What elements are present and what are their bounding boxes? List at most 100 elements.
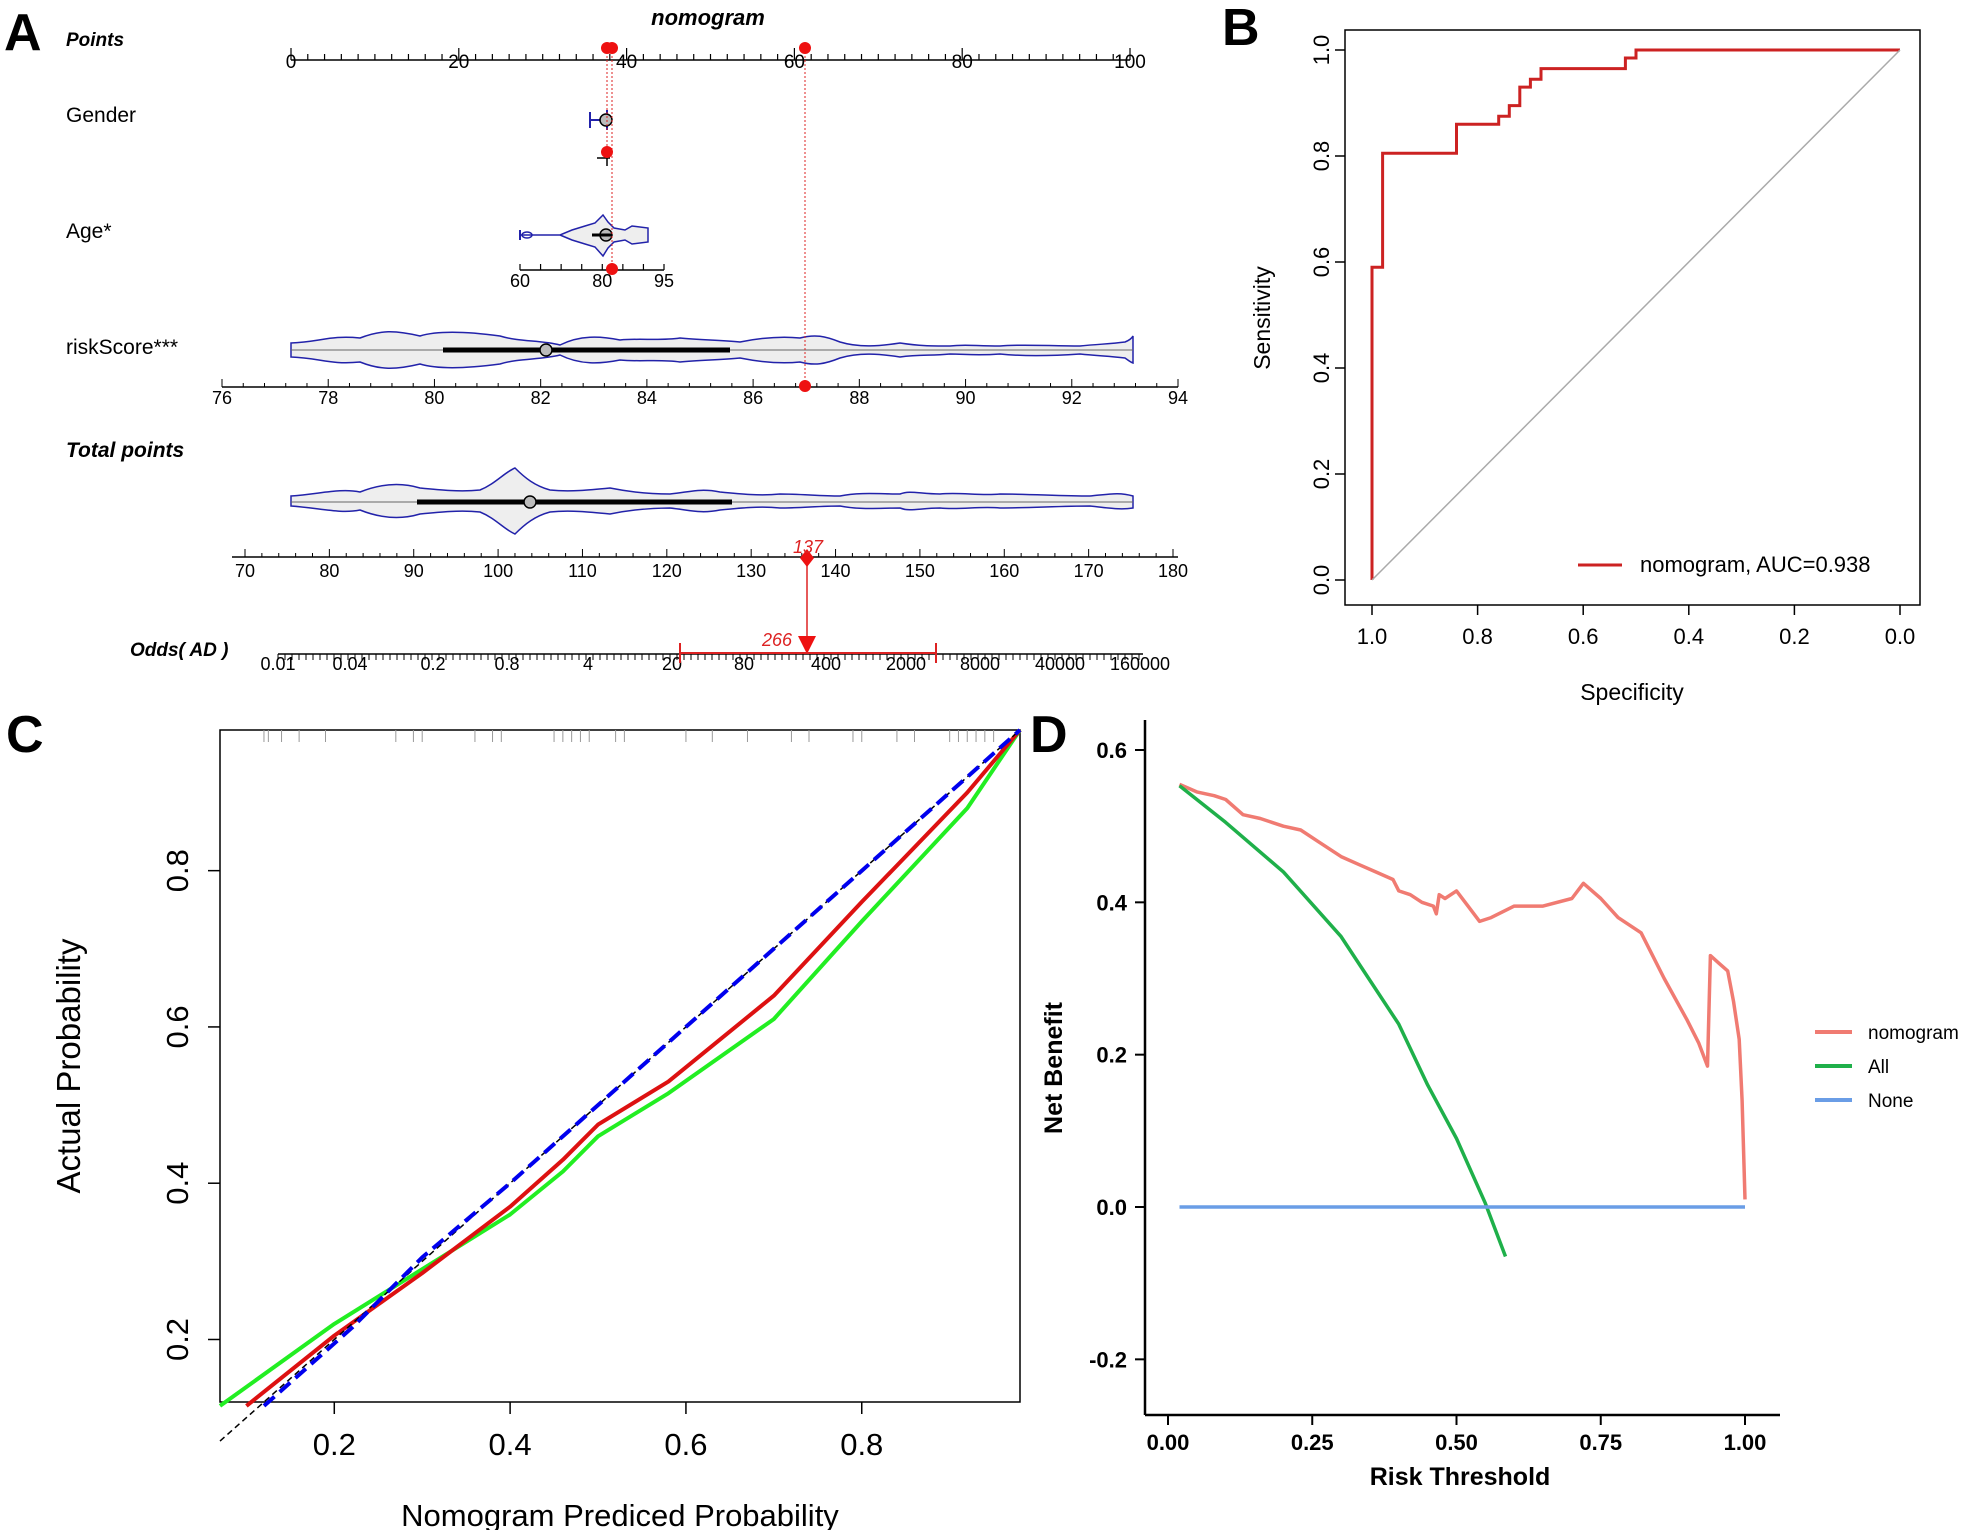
patient-marker-overlay: 137 266 — [601, 42, 937, 663]
dca-y-tick-label: -0.2 — [1089, 1347, 1127, 1372]
riskscore-tick-label: 92 — [1062, 388, 1082, 408]
total-points-marker-label: 137 — [793, 537, 824, 557]
odds-tick-label: 8000 — [960, 654, 1000, 674]
points-tick-label: 80 — [952, 52, 973, 73]
dca-x-tick-label: 1.00 — [1724, 1430, 1767, 1455]
calibration-panel: 0.2 0.4 0.6 0.8 0.2 0.4 0.6 0.8 Nomogram Predic… — [50, 728, 1022, 1530]
dca-axis-ticks: 0.00 0.25 0.50 0.75 1.00 -0.2 0.0 0.2 0.4 0.6 — [1089, 738, 1766, 1455]
dca-y-tick-label: 0.0 — [1096, 1195, 1127, 1220]
total-points-axis-tick-labels: 70 80 90 100 110 120 130 140 150 160 170 180 — [235, 561, 1188, 581]
gender-value-marker — [601, 146, 613, 158]
roc-plot-frame — [1344, 29, 1921, 606]
points-axis-ticks — [290, 48, 1131, 60]
dca-series — [1178, 782, 1747, 1258]
dca-y-axis-title: Net Benefit — [1040, 1001, 1068, 1134]
panel-label-d: D — [1030, 706, 1068, 764]
odds-tick-label: 20 — [662, 654, 682, 674]
gender-distribution — [589, 110, 613, 130]
riskscore-axis-ticks — [221, 379, 1179, 387]
roc-y-tick-label: 0.8 — [1309, 141, 1334, 172]
odds-tick-label: 0.04 — [332, 654, 367, 674]
age-value-marker — [606, 263, 618, 275]
roc-x-tick-label: 0.4 — [1674, 624, 1705, 649]
riskscore-tick-label: 78 — [318, 388, 338, 408]
calibration-x-tick-label: 0.2 — [313, 1427, 356, 1462]
roc-line-nomogram — [1370, 48, 1900, 580]
riskscore-tick-label: 90 — [956, 388, 976, 408]
points-tick-label: 60 — [784, 52, 805, 73]
dca-y-tick-label: 0.2 — [1096, 1043, 1127, 1068]
calibration-plot-frame — [219, 729, 1021, 1403]
riskscore-tick-label: 86 — [743, 388, 763, 408]
odds-tick-label: 2000 — [886, 654, 926, 674]
dca-y-tick-label: 0.4 — [1096, 890, 1127, 915]
age-distribution — [519, 213, 649, 258]
calibration-x-tick-label: 0.4 — [489, 1427, 532, 1462]
roc-line-reference — [1371, 49, 1901, 581]
total-points-distribution — [290, 467, 1134, 535]
odds-tick-label: 40000 — [1035, 654, 1085, 674]
age-tick-label: 80 — [592, 271, 612, 291]
odds-tick-label: 160000 — [1110, 654, 1170, 674]
roc-x-axis-title: Specificity — [1580, 679, 1684, 705]
total-points-tick-label: 70 — [235, 561, 255, 581]
riskscore-tick-label: 94 — [1168, 388, 1188, 408]
roc-axis-ticks: 1.0 0.8 0.6 0.4 0.2 0.0 0.0 0.2 0.4 0.6 0.8 1.0 — [1309, 35, 1915, 649]
calibration-line-bias-corrected — [245, 728, 1022, 1408]
odds-tick-label: 0.01 — [260, 654, 295, 674]
points-tick-label: 0 — [286, 52, 297, 73]
riskscore-label: riskScore*** — [66, 336, 178, 359]
roc-y-tick-label: 1.0 — [1309, 35, 1334, 66]
total-points-tick-label: 100 — [483, 561, 513, 581]
calibration-y-tick-label: 0.8 — [160, 849, 195, 892]
riskscore-tick-label: 88 — [849, 388, 869, 408]
total-points-tick-label: 80 — [319, 561, 339, 581]
roc-x-tick-label: 0.6 — [1568, 624, 1599, 649]
nomogram-title: nomogram — [651, 5, 765, 30]
riskscore-value-marker — [799, 380, 811, 392]
riskscore-axis-tick-labels: 76 78 80 82 84 86 88 90 92 94 — [212, 388, 1188, 408]
roc-x-tick-label: 0.8 — [1462, 624, 1493, 649]
calibration-line-smoothed — [218, 728, 1022, 1408]
points-tick-label: 20 — [448, 52, 469, 73]
roc-x-tick-label: 0.2 — [1779, 624, 1810, 649]
age-axis-ticks — [519, 264, 665, 270]
total-points-tick-label: 140 — [821, 561, 851, 581]
odds-tick-label: 0.8 — [494, 654, 519, 674]
calibration-x-tick-label: 0.6 — [664, 1427, 707, 1462]
roc-y-tick-label: 0.2 — [1309, 459, 1334, 490]
dca-line-all — [1178, 784, 1508, 1258]
calibration-line-ideal — [219, 729, 1021, 1442]
dca-legend-label: None — [1868, 1091, 1913, 1112]
roc-y-tick-label: 0.4 — [1309, 353, 1334, 384]
odds-axis-ticks — [277, 654, 1140, 660]
total-points-marker — [800, 549, 814, 567]
odds-tick-label: 4 — [583, 654, 593, 674]
age-axis-tick-labels: 60 80 95 — [510, 271, 674, 291]
panel-label-b: B — [1222, 0, 1260, 57]
calibration-y-tick-label: 0.4 — [160, 1162, 195, 1205]
dca-line-nomogram — [1178, 782, 1747, 1200]
dca-legend-label: All — [1868, 1057, 1889, 1078]
panel-label-a: A — [4, 4, 42, 62]
points-tick-label: 40 — [616, 52, 637, 73]
roc-legend-label: nomogram, AUC=0.938 — [1640, 552, 1871, 577]
odds-label: Odds( AD ) — [130, 640, 229, 661]
total-points-tick-label: 90 — [404, 561, 424, 581]
points-axis-tick-labels: 0 20 40 60 80 100 — [286, 52, 1146, 73]
total-points-tick-label: 130 — [736, 561, 766, 581]
dca-x-tick-label: 0.25 — [1291, 1430, 1334, 1455]
age-tick-label: 60 — [510, 271, 530, 291]
calibration-y-tick-label: 0.2 — [160, 1318, 195, 1361]
odds-tick-label: 400 — [811, 654, 841, 674]
calibration-line-apparent — [262, 728, 1022, 1408]
calibration-axis-ticks: 0.2 0.4 0.6 0.8 0.2 0.4 0.6 0.8 — [160, 849, 883, 1462]
total-points-tick-label: 180 — [1158, 561, 1188, 581]
roc-panel: 1.0 0.8 0.6 0.4 0.2 0.0 0.0 0.2 0.4 0.6 0.8 1.0 nom… — [1249, 29, 1921, 705]
total-points-tick-label: 170 — [1074, 561, 1104, 581]
roc-y-tick-label: 0.6 — [1309, 247, 1334, 278]
total-points-tick-label: 150 — [905, 561, 935, 581]
roc-series — [1370, 48, 1901, 581]
age-label: Age* — [66, 220, 112, 243]
